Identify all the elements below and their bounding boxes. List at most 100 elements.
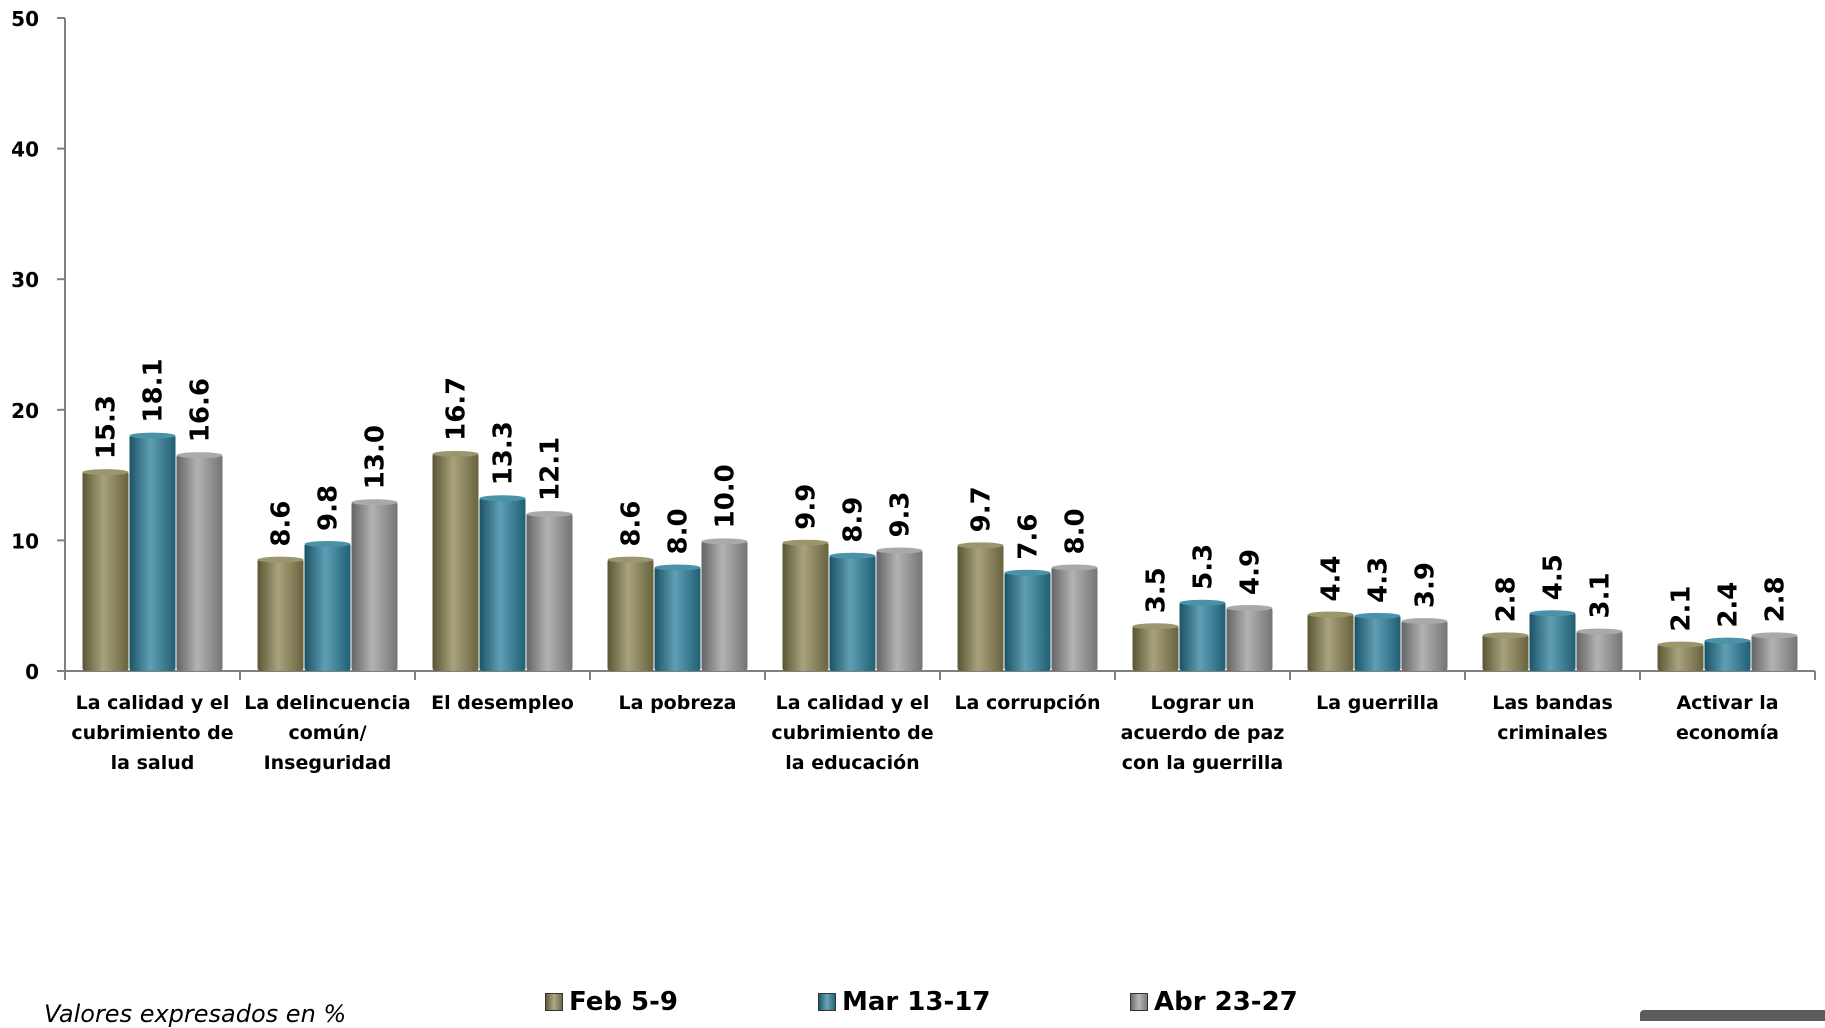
bar-cap [829, 552, 876, 559]
bar [1132, 625, 1179, 671]
bar [782, 541, 829, 671]
category-label: La calidad y el cubrimiento de la salud [71, 692, 233, 774]
value-label: 2.4 [1714, 582, 1744, 628]
legend-item-feb: Feb 5-9 [545, 987, 678, 1017]
bar [1704, 639, 1751, 671]
value-label: 3.5 [1142, 567, 1172, 613]
legend-swatch-feb [545, 993, 563, 1011]
bar-cap [479, 495, 526, 502]
bar-cap [1132, 623, 1179, 630]
bar-cap [654, 564, 701, 571]
value-label: 8.9 [839, 497, 869, 543]
value-label: 8.0 [1061, 508, 1091, 554]
bar [1307, 613, 1354, 671]
legend-swatch-abr [1130, 993, 1148, 1011]
bar [82, 471, 129, 671]
category-label: Las bandas criminales [1492, 692, 1613, 744]
bar-cap [526, 510, 573, 517]
value-label: 2.8 [1492, 576, 1522, 622]
bar-cap [607, 556, 654, 563]
bar [607, 558, 654, 671]
category-label: La calidad y el cubrimiento de la educació… [771, 692, 933, 774]
bar-cap [1179, 599, 1226, 606]
value-label: 4.3 [1364, 557, 1394, 603]
category-label: Lograr un acuerdo de paz con la guerrilla [1121, 692, 1285, 774]
bar [526, 512, 573, 671]
value-label: 15.3 [92, 395, 122, 459]
bar [1051, 566, 1098, 671]
value-label: 9.7 [967, 486, 997, 532]
y-tick-label: 40 [11, 138, 39, 162]
bar-cap [701, 538, 748, 545]
value-label: 8.0 [664, 508, 694, 554]
bar [1482, 634, 1529, 671]
value-label: 2.1 [1667, 586, 1697, 632]
bar-cap [1657, 641, 1704, 648]
value-label: 9.3 [886, 491, 916, 537]
value-label: 16.7 [442, 377, 472, 441]
bar [1226, 607, 1273, 671]
units-note: Valores expresados en % [44, 1000, 347, 1028]
bar-cap [1051, 564, 1098, 571]
category-label: La pobreza [619, 692, 737, 714]
bar-cap [129, 432, 176, 439]
value-label: 12.1 [536, 437, 566, 501]
bar [432, 452, 479, 671]
bar [957, 544, 1004, 671]
value-label: 8.6 [267, 501, 297, 547]
value-label: 3.9 [1411, 562, 1441, 608]
bar-cap [351, 499, 398, 506]
bar-cap [1004, 569, 1051, 576]
value-label: 13.3 [489, 421, 519, 485]
bar [479, 497, 526, 671]
value-label: 2.8 [1761, 576, 1791, 622]
y-tick-label: 20 [11, 399, 39, 423]
bar-cap [82, 469, 129, 476]
y-tick-label: 30 [11, 268, 39, 292]
y-tick-label: 10 [11, 529, 39, 553]
value-label: 13.0 [361, 425, 391, 489]
bar [129, 434, 176, 671]
category-labels: La calidad y el cubrimiento de la saludLa … [71, 692, 1779, 774]
bar [351, 501, 398, 671]
bar [701, 540, 748, 671]
value-label: 9.9 [792, 484, 822, 530]
bar-cap [782, 539, 829, 546]
bar-cap [1576, 628, 1623, 635]
bar [176, 454, 223, 671]
bar-cap [1482, 632, 1529, 639]
legend-label-mar: Mar 13-17 [842, 987, 991, 1017]
category-label: La corrupción [954, 692, 1100, 714]
bar-cap [1354, 612, 1401, 619]
y-tick-label: 50 [11, 7, 39, 31]
bar [1751, 634, 1798, 671]
category-label: El desempleo [431, 692, 574, 714]
bar [1657, 643, 1704, 671]
bar [1179, 601, 1226, 671]
bar [1354, 614, 1401, 671]
value-label: 16.6 [186, 378, 216, 442]
bar [304, 543, 351, 671]
category-label: La delincuencia común/Inseguridad [244, 692, 410, 774]
bar-cap [304, 541, 351, 548]
bar [876, 549, 923, 671]
bar [1004, 571, 1051, 671]
bar-cap [1751, 632, 1798, 639]
legend-swatch-mar [818, 993, 836, 1011]
legend-item-abr: Abr 23-27 [1130, 987, 1298, 1017]
category-label: La guerrilla [1316, 692, 1439, 714]
value-label: 7.6 [1014, 514, 1044, 560]
bar [1529, 612, 1576, 671]
category-label: Activar la economía [1676, 692, 1779, 744]
bar-cap [176, 452, 223, 459]
bar-cap [257, 556, 304, 563]
value-label: 5.3 [1189, 544, 1219, 590]
value-labels: 15.3 18.1 16.6 8.6 9.8 13.0 16.7 13.3 12.1 8.6 8.0… [92, 358, 1791, 631]
value-label: 3.1 [1586, 572, 1616, 618]
value-label: 4.5 [1539, 554, 1569, 600]
bar-cap [1226, 605, 1273, 612]
logo [1640, 1010, 1825, 1021]
bar [829, 554, 876, 671]
bar [257, 558, 304, 671]
